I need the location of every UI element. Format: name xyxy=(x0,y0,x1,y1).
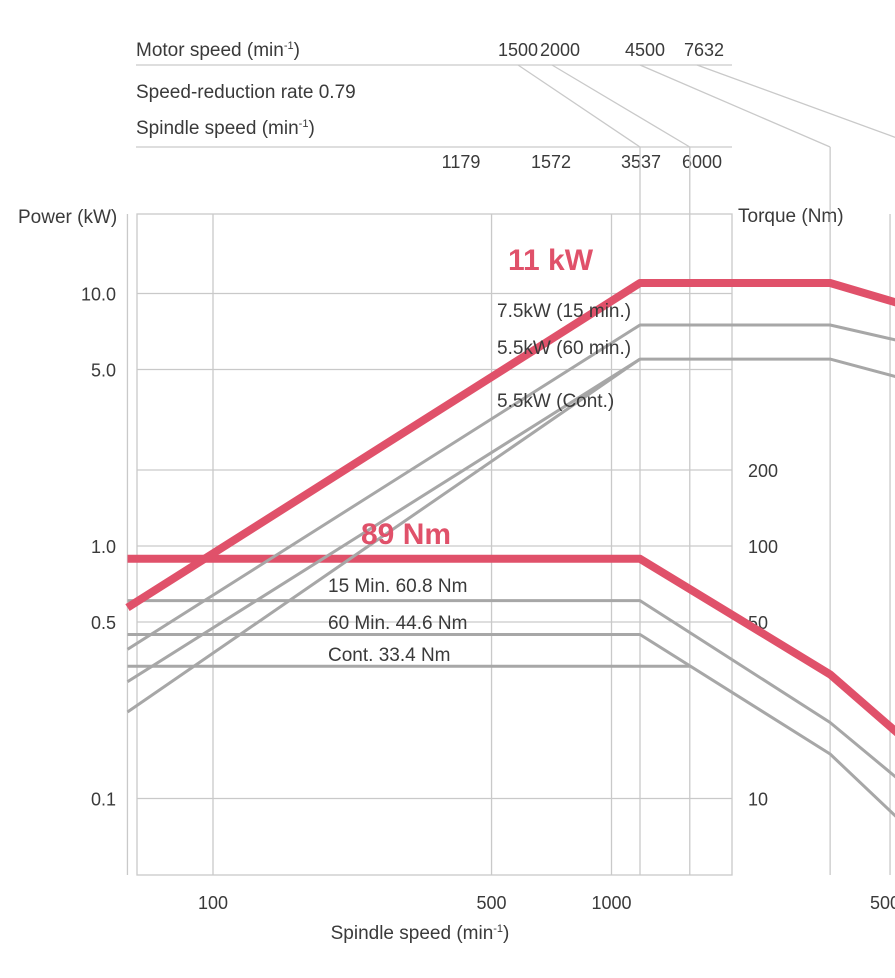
motor-speed-label: Motor speed (min-1) xyxy=(136,40,300,61)
speed-reduction-label: Speed-reduction rate 0.79 xyxy=(136,82,356,103)
y-right-axis-label: Torque (Nm) xyxy=(738,206,844,227)
y-left-tick-label: 5.0 xyxy=(91,361,116,381)
torque-series-line xyxy=(127,599,895,779)
torque-series-line xyxy=(127,633,895,818)
power-15min-label: 7.5kW (15 min.) xyxy=(497,301,631,322)
power-series-line xyxy=(126,357,895,683)
torque-series-line xyxy=(127,554,895,737)
grid xyxy=(126,213,891,876)
y-left-tick-label: 10.0 xyxy=(81,285,116,305)
speed-connector xyxy=(639,64,831,148)
torque-peak-label: 89 Nm xyxy=(361,518,451,551)
x-tick-label: 5000 xyxy=(870,893,895,913)
motor-speed-value: 1500 xyxy=(498,40,538,60)
spindle-speed-value: 6000 xyxy=(682,152,722,172)
power-peak-label: 11 kW xyxy=(508,244,594,277)
y-left-tick-label: 1.0 xyxy=(91,537,116,557)
spindle-speed-value: 3537 xyxy=(621,152,661,172)
x-axis-label: Spindle speed (min-1) xyxy=(331,923,510,944)
speed-table: Motor speed (min-1) Speed-reduction rate… xyxy=(136,40,895,214)
power-60min-label: 5.5kW (60 min.) xyxy=(497,338,631,359)
motor-speed-value: 4500 xyxy=(625,40,665,60)
series-labels: 11 kW 7.5kW (15 min.) 5.5kW (60 min.) 5.5kW… xyxy=(328,244,631,666)
spindle-speed-value: 1572 xyxy=(531,152,571,172)
spindle-speed-value: 1179 xyxy=(442,152,481,172)
x-tick-label: 500 xyxy=(477,893,507,913)
plot-frame xyxy=(136,213,733,876)
power-cont-label: 5.5kW (Cont.) xyxy=(497,391,614,412)
torque-cont-label: Cont. 33.4 Nm xyxy=(328,645,451,666)
torque-60min-label: 60 Min. 44.6 Nm xyxy=(328,613,467,634)
torque-15min-label: 15 Min. 60.8 Nm xyxy=(328,576,467,597)
y-right-tick-label: 200 xyxy=(748,461,778,481)
series xyxy=(125,279,895,818)
motor-speed-value: 2000 xyxy=(540,40,580,60)
spindle-speed-label: Spindle speed (min-1) xyxy=(136,118,315,139)
power-series-line xyxy=(125,279,895,611)
y-left-tick-label: 0.5 xyxy=(91,613,116,633)
speed-connector xyxy=(696,64,895,138)
y-left-axis-label: Power (kW) xyxy=(18,207,117,228)
power-series-line xyxy=(126,357,641,714)
y-right-tick-label: 100 xyxy=(748,537,778,557)
x-tick-label: 100 xyxy=(198,893,228,913)
y-left-tick-label: 0.1 xyxy=(91,790,116,810)
x-tick-label: 1000 xyxy=(591,893,631,913)
power-series-line xyxy=(126,323,895,651)
speed-connector xyxy=(517,64,641,148)
speed-connector xyxy=(551,64,691,148)
motor-speed-value: 7632 xyxy=(684,40,724,60)
y-right-tick-label: 10 xyxy=(748,790,768,810)
